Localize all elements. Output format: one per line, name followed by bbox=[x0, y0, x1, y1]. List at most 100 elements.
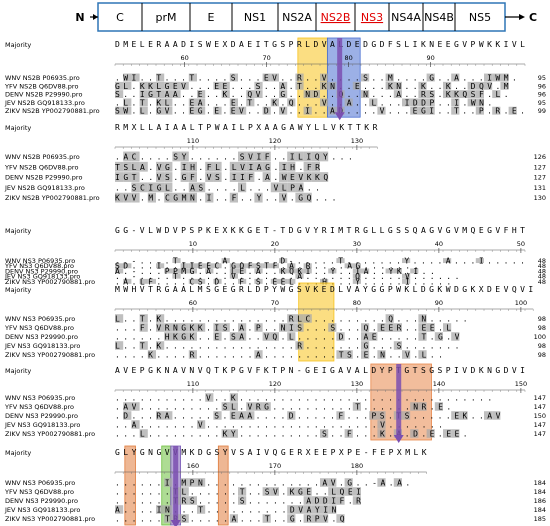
ruler-number: 60 bbox=[181, 54, 189, 62]
difference-shade bbox=[295, 487, 304, 496]
difference-shade bbox=[426, 90, 435, 99]
difference-shade bbox=[320, 505, 329, 514]
difference-shade bbox=[172, 323, 181, 332]
difference-shade bbox=[238, 151, 247, 162]
difference-shade bbox=[221, 429, 230, 438]
difference-shade bbox=[188, 106, 197, 115]
difference-shade bbox=[229, 273, 238, 279]
row-name: YFV NS2B Q6DV88.pro bbox=[4, 82, 78, 90]
row-sequence: KVV.M.CGMN.I..F..Y..V.GQ... bbox=[115, 194, 336, 203]
difference-shade bbox=[205, 263, 214, 269]
difference-shade bbox=[270, 73, 279, 82]
difference-shade bbox=[197, 106, 206, 115]
row-end: 150 bbox=[534, 412, 546, 420]
difference-shade bbox=[131, 172, 140, 182]
difference-shade bbox=[205, 393, 214, 402]
difference-shade bbox=[328, 496, 337, 505]
difference-shade bbox=[188, 73, 197, 82]
difference-shade bbox=[393, 81, 402, 90]
difference-shade bbox=[229, 172, 238, 182]
difference-shade bbox=[229, 106, 238, 115]
difference-shade bbox=[385, 323, 394, 332]
difference-shade bbox=[418, 81, 427, 90]
majority-sequence: AVEPGKNAVNVQTKPGVFKTPN-GEIGAVALDYPTGTSGS… bbox=[115, 366, 525, 375]
difference-shade bbox=[156, 182, 165, 193]
difference-shade bbox=[139, 314, 148, 323]
difference-shade bbox=[164, 161, 173, 172]
difference-shade bbox=[270, 263, 279, 269]
difference-shade bbox=[361, 90, 370, 99]
row-name: ZIKV NS3 YP002790881.pro bbox=[5, 351, 95, 359]
difference-shade bbox=[229, 393, 238, 402]
difference-shade bbox=[262, 402, 271, 411]
row-name: ZIKV NS2B YP002790881.pro bbox=[5, 194, 100, 202]
segment-label: NS1 bbox=[244, 11, 266, 24]
majority-label: Majority bbox=[5, 227, 31, 235]
difference-shade bbox=[156, 314, 165, 323]
difference-shade bbox=[287, 514, 296, 523]
difference-shade bbox=[156, 90, 165, 99]
difference-shade bbox=[180, 161, 189, 172]
difference-shade bbox=[295, 268, 304, 274]
difference-shade bbox=[320, 172, 329, 182]
difference-shade bbox=[164, 514, 173, 523]
row-end: 184 bbox=[534, 488, 546, 496]
difference-shade bbox=[369, 411, 378, 420]
difference-shade bbox=[254, 81, 263, 90]
difference-shade bbox=[361, 323, 370, 332]
difference-shade bbox=[197, 478, 206, 487]
difference-shade bbox=[484, 73, 493, 82]
difference-shade bbox=[303, 487, 312, 496]
difference-shade bbox=[287, 314, 296, 323]
row-name: JEV NS2B GQ918133.pro bbox=[4, 184, 85, 192]
difference-shade bbox=[139, 90, 148, 99]
difference-shade bbox=[180, 323, 189, 332]
difference-shade bbox=[467, 90, 476, 99]
difference-shade bbox=[221, 323, 230, 332]
difference-shade bbox=[131, 402, 140, 411]
row-sequence: TSLA.VG.IH.FL.LVIAG.IH.FR bbox=[115, 163, 320, 172]
ruler-number: 20 bbox=[271, 240, 279, 248]
difference-shade bbox=[115, 505, 124, 514]
difference-shade bbox=[426, 323, 435, 332]
difference-shade bbox=[147, 81, 156, 90]
difference-shade bbox=[156, 411, 165, 420]
difference-shade bbox=[287, 263, 296, 269]
difference-shade bbox=[164, 90, 173, 99]
difference-shade bbox=[484, 411, 493, 420]
row-name: DENV NS3 P29990.pro bbox=[5, 412, 78, 420]
ruler-number: 120 bbox=[269, 137, 281, 145]
difference-shade bbox=[238, 332, 247, 341]
ruler-number: 120 bbox=[269, 380, 281, 388]
difference-shade bbox=[344, 263, 353, 269]
difference-shade bbox=[139, 81, 148, 90]
difference-shade bbox=[418, 90, 427, 99]
difference-shade bbox=[172, 192, 181, 203]
row-name: JEV NS3 GQ918133.pro bbox=[4, 342, 80, 350]
difference-shade bbox=[393, 90, 402, 99]
difference-shade bbox=[197, 323, 206, 332]
difference-shade bbox=[229, 402, 238, 411]
difference-shade bbox=[451, 411, 460, 420]
row-end: 131 bbox=[534, 184, 546, 192]
ruler-number: 80 bbox=[345, 54, 353, 62]
difference-shade bbox=[123, 73, 132, 82]
difference-shade bbox=[254, 151, 263, 162]
row-name: WNV NS3 P06935.pro bbox=[5, 479, 75, 487]
difference-shade bbox=[238, 411, 247, 420]
row-end: 98 bbox=[538, 315, 546, 323]
row-name: JEV NS2B GQ918133.pro bbox=[4, 99, 85, 107]
row-end: 48 bbox=[538, 267, 546, 275]
difference-shade bbox=[287, 487, 296, 496]
difference-shade bbox=[426, 98, 435, 107]
difference-shade bbox=[311, 514, 320, 523]
row-end: 147 bbox=[534, 421, 546, 429]
difference-shade bbox=[197, 278, 206, 284]
row-end: 186 bbox=[534, 497, 546, 505]
difference-shade bbox=[238, 496, 247, 505]
difference-shade bbox=[213, 161, 222, 172]
difference-shade bbox=[295, 151, 304, 162]
difference-shade bbox=[254, 90, 263, 99]
difference-shade bbox=[238, 106, 247, 115]
difference-shade bbox=[328, 487, 337, 496]
